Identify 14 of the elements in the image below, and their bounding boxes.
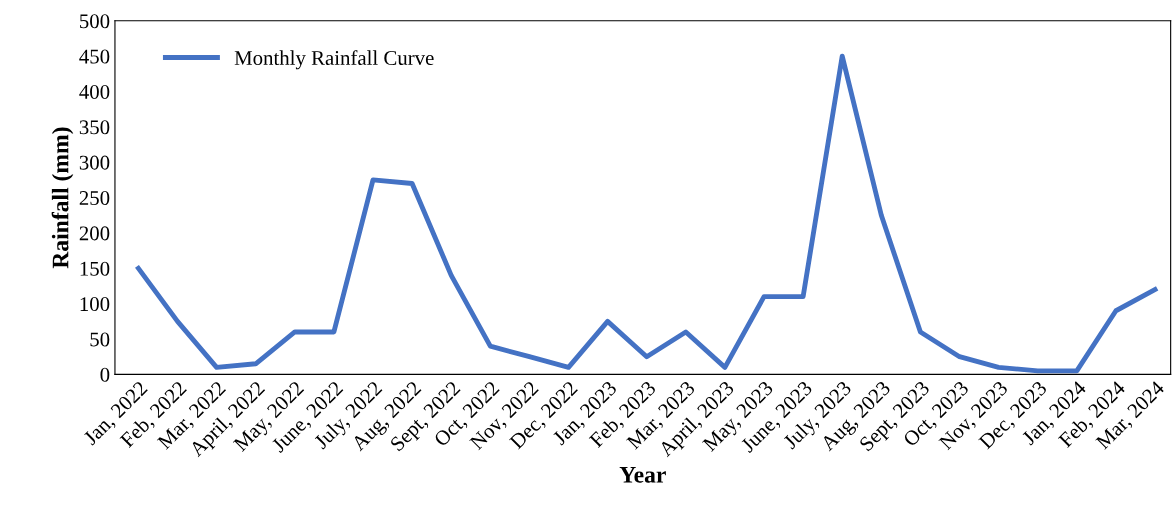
y-tick-label: 0 bbox=[100, 367, 110, 382]
y-tick-label: 250 bbox=[79, 190, 110, 206]
y-axis-title: Rainfall (mm) bbox=[51, 127, 74, 269]
y-tick-label: 100 bbox=[80, 297, 110, 312]
y-tick-label: 50 bbox=[90, 332, 110, 347]
y-tick-label: 300 bbox=[79, 155, 110, 170]
x-axis-title: Year bbox=[619, 467, 666, 483]
y-tick-label: 400 bbox=[79, 84, 110, 99]
y-tick-label: 150 bbox=[80, 261, 110, 276]
y-tick-label: 450 bbox=[79, 49, 110, 64]
y-tick-label: 200 bbox=[79, 226, 110, 241]
y-tick-label: 350 bbox=[79, 120, 110, 135]
legend-label: Monthly Rainfall Curve bbox=[234, 50, 434, 70]
y-tick-label: 500 bbox=[80, 14, 110, 29]
